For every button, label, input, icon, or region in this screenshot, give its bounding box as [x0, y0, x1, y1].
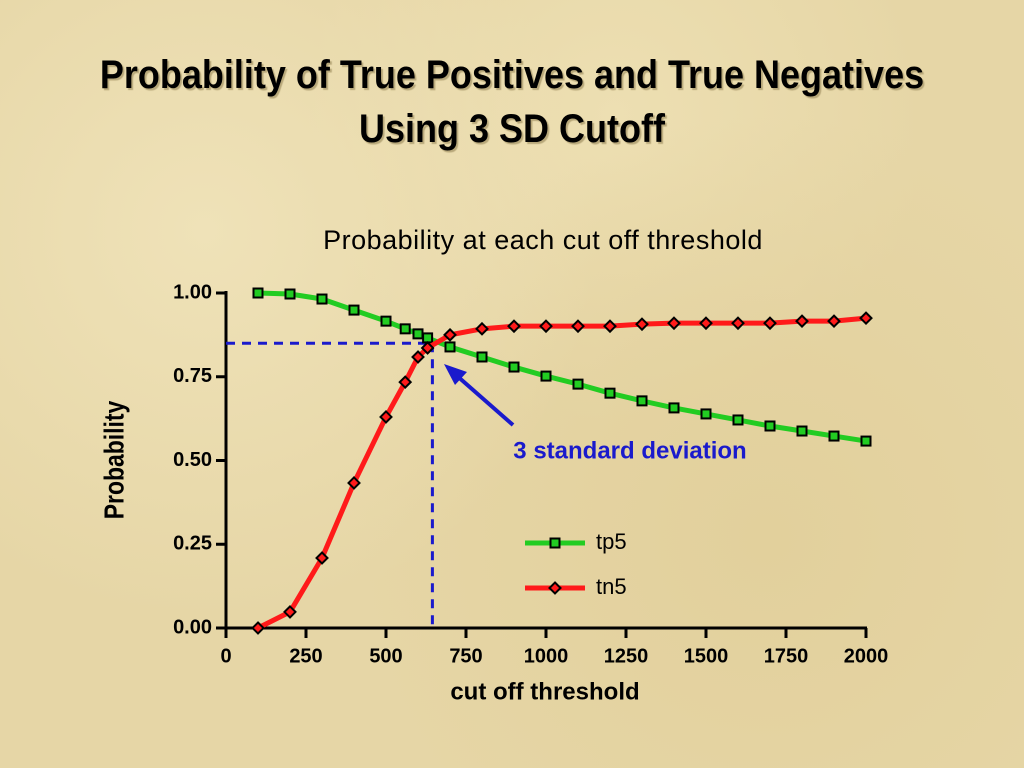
x-tick-label: 500: [369, 645, 402, 667]
data-point: [796, 425, 808, 437]
data-point: [507, 319, 521, 334]
y-tick-label: 0.25: [173, 533, 212, 555]
annotation-arrowhead: [444, 364, 467, 385]
y-tick-label: 1.00: [173, 281, 212, 303]
data-point: [411, 350, 425, 364]
data-point: [316, 293, 328, 305]
annotation-text: 3 standard deviation: [513, 437, 746, 464]
series: [252, 287, 872, 447]
data-point: [283, 605, 297, 619]
y-tick-label: 0.50: [173, 449, 212, 471]
data-point: [443, 327, 457, 342]
series-line: [257, 290, 867, 444]
data-point: [795, 314, 809, 329]
data-point: [284, 288, 296, 300]
data-point: [420, 341, 435, 355]
data-point: [732, 414, 744, 426]
data-point: [572, 378, 584, 390]
data-point: [252, 287, 264, 299]
data-point: [399, 323, 411, 335]
y-tick-label: 0.00: [173, 616, 212, 638]
x-tick-label: 750: [449, 645, 482, 667]
data-point: [859, 311, 873, 326]
legend-marker: [548, 581, 562, 595]
data-point: [379, 410, 393, 424]
y-axis-label: Probability: [99, 400, 130, 519]
data-point: [604, 387, 616, 399]
data-point: [380, 315, 392, 327]
data-point: [668, 402, 680, 414]
legend-marker: [549, 537, 561, 549]
data-point: [347, 476, 361, 490]
data-point: [828, 430, 840, 442]
legend-label: tn5: [596, 574, 627, 599]
data-point: [475, 321, 489, 336]
data-point: [603, 319, 617, 334]
data-point: [315, 551, 329, 565]
data-point: [636, 395, 648, 407]
data-point: [476, 351, 488, 363]
data-point: [731, 316, 745, 331]
data-point: [571, 319, 585, 334]
x-tick-label: 1750: [764, 645, 809, 667]
annotation-arrow: [454, 373, 515, 427]
data-point: [348, 304, 360, 316]
data-point: [860, 435, 872, 447]
x-tick-label: 250: [289, 645, 322, 667]
series: [251, 311, 873, 635]
data-point: [412, 328, 424, 340]
data-point: [540, 370, 552, 382]
x-tick-label: 0: [220, 645, 231, 667]
data-point: [827, 314, 841, 329]
x-axis-label: cut off threshold: [450, 678, 639, 705]
series-line: [256, 315, 867, 631]
data-point: [699, 316, 713, 331]
data-point: [635, 317, 649, 332]
x-tick-label: 1000: [524, 645, 569, 667]
data-point: [444, 341, 456, 353]
data-point: [763, 316, 777, 331]
chart-title: Probability at each cut off threshold: [323, 225, 763, 255]
x-tick-label: 1250: [604, 645, 649, 667]
data-point: [700, 408, 712, 420]
data-point: [667, 316, 681, 331]
data-point: [251, 621, 265, 635]
data-point: [508, 361, 520, 373]
data-point: [764, 420, 776, 432]
x-tick-label: 1500: [684, 645, 729, 667]
x-tick-label: 2000: [844, 645, 889, 667]
legend-label: tp5: [596, 529, 627, 554]
slide-title: Probability of True Positives and True N…: [99, 53, 925, 151]
data-point: [539, 319, 553, 334]
y-tick-label: 0.75: [173, 365, 212, 387]
data-point: [398, 375, 413, 390]
